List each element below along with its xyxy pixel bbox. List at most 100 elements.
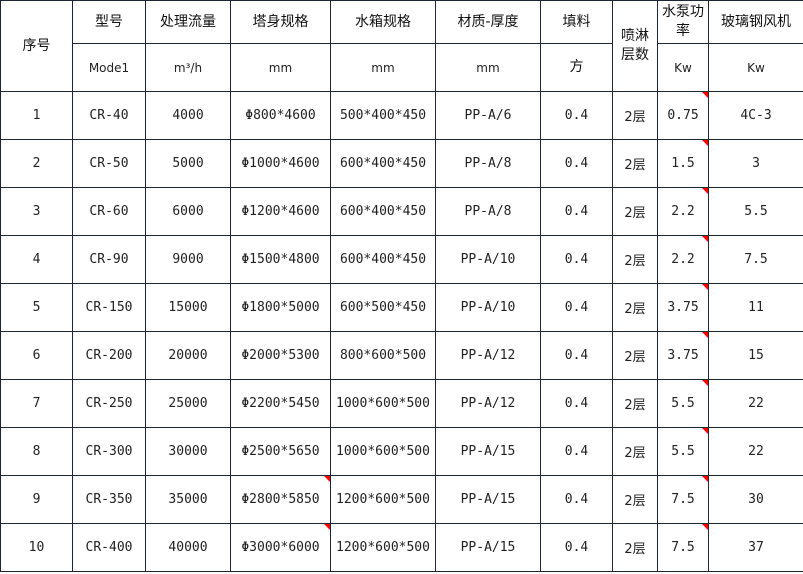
cell-no: 5 xyxy=(0,283,73,332)
cell-filler: 0.4 xyxy=(540,475,613,524)
cell-tank: 600*500*450 xyxy=(330,283,436,332)
cell-tank: 800*600*500 xyxy=(330,331,436,380)
cell-tower: Φ1500*4800 xyxy=(230,235,331,284)
cell-flow: 25000 xyxy=(145,379,231,428)
cell-no: 10 xyxy=(0,523,73,572)
cell-fan: 15 xyxy=(708,331,803,380)
cell-pump: 5.5 xyxy=(657,379,709,428)
cell-pump: 1.5 xyxy=(657,139,709,188)
cell-tower: Φ2500*5650 xyxy=(230,427,331,476)
cell-spray: 2层 xyxy=(612,523,658,572)
cell-material: PP-A/12 xyxy=(435,331,541,380)
table-row: 8 CR-300 30000 Φ2500*5650 1000*600*500 PP-A/1… xyxy=(0,427,803,476)
cell-flow: 15000 xyxy=(145,283,231,332)
header-tower: 塔身规格 xyxy=(230,0,331,44)
cell-model: CR-300 xyxy=(72,427,146,476)
cell-material: PP-A/15 xyxy=(435,427,541,476)
cell-fan: 7.5 xyxy=(708,235,803,284)
unit-row: Mode1 m³/h mm mm mm 方 Kw Kw xyxy=(1,43,803,92)
cell-pump: 7.5 xyxy=(657,523,709,572)
cell-tank: 1000*600*500 xyxy=(330,427,436,476)
cell-flow: 35000 xyxy=(145,475,231,524)
cell-tank: 600*400*450 xyxy=(330,235,436,284)
unit-filler: 方 xyxy=(540,43,613,92)
table-row: 6 CR-200 20000 Φ2000*5300 800*600*500 PP-A/12… xyxy=(0,331,803,380)
header-row: 序号 型号 处理流量 塔身规格 水箱规格 材质-厚度 填料 喷淋层数 水泵功率 … xyxy=(0,0,803,92)
cell-material: PP-A/15 xyxy=(435,475,541,524)
cell-tank: 1200*600*500 xyxy=(330,475,436,524)
unit-model: Mode1 xyxy=(72,43,146,92)
cell-flow: 9000 xyxy=(145,235,231,284)
cell-tank: 1000*600*500 xyxy=(330,379,436,428)
cell-no: 4 xyxy=(0,235,73,284)
unit-tank: mm xyxy=(330,43,436,92)
header-fan: 玻璃钢风机 xyxy=(708,0,803,44)
cell-flow: 5000 xyxy=(145,139,231,188)
cell-spray: 2层 xyxy=(612,427,658,476)
cell-pump: 2.2 xyxy=(657,235,709,284)
cell-flow: 4000 xyxy=(145,91,231,140)
cell-spray: 2层 xyxy=(612,187,658,236)
cell-filler: 0.4 xyxy=(540,283,613,332)
unit-material: mm xyxy=(435,43,541,92)
unit-tower: mm xyxy=(230,43,331,92)
cell-filler: 0.4 xyxy=(540,379,613,428)
cell-spray: 2层 xyxy=(612,91,658,140)
cell-material: PP-A/10 xyxy=(435,235,541,284)
table-row: 3 CR-60 6000 Φ1200*4600 600*400*450 PP-A/8 0.4… xyxy=(0,187,803,236)
cell-model: CR-250 xyxy=(72,379,146,428)
cell-fan: 22 xyxy=(708,379,803,428)
cell-pump: 3.75 xyxy=(657,283,709,332)
cell-flow: 30000 xyxy=(145,427,231,476)
cell-material: PP-A/8 xyxy=(435,187,541,236)
cell-spray: 2层 xyxy=(612,475,658,524)
cell-pump: 3.75 xyxy=(657,331,709,380)
unit-pump: Kw xyxy=(657,43,709,92)
header-model: 型号 xyxy=(72,0,146,44)
cell-fan: 3 xyxy=(708,139,803,188)
cell-model: CR-50 xyxy=(72,139,146,188)
cell-filler: 0.4 xyxy=(540,331,613,380)
cell-fan: 11 xyxy=(708,283,803,332)
cell-tank: 1200*600*500 xyxy=(330,523,436,572)
cell-fan: 30 xyxy=(708,475,803,524)
cell-pump: 5.5 xyxy=(657,427,709,476)
cell-spray: 2层 xyxy=(612,379,658,428)
cell-material: PP-A/6 xyxy=(435,91,541,140)
cell-tower: Φ800*4600 xyxy=(230,91,331,140)
cell-model: CR-200 xyxy=(72,331,146,380)
cell-tower: Φ3000*6000 xyxy=(230,523,331,572)
cell-no: 7 xyxy=(0,379,73,428)
cell-pump: 2.2 xyxy=(657,187,709,236)
cell-fan: 37 xyxy=(708,523,803,572)
cell-spray: 2层 xyxy=(612,139,658,188)
cell-filler: 0.4 xyxy=(540,523,613,572)
cell-spray: 2层 xyxy=(612,283,658,332)
cell-model: CR-40 xyxy=(72,91,146,140)
cell-filler: 0.4 xyxy=(540,187,613,236)
cell-no: 1 xyxy=(0,91,73,140)
cell-material: PP-A/10 xyxy=(435,283,541,332)
cell-model: CR-90 xyxy=(72,235,146,284)
cell-tank: 600*400*450 xyxy=(330,187,436,236)
unit-flow: m³/h xyxy=(145,43,231,92)
cell-tower: Φ1000*4600 xyxy=(230,139,331,188)
cell-flow: 40000 xyxy=(145,523,231,572)
cell-spray: 2层 xyxy=(612,331,658,380)
cell-tank: 500*400*450 xyxy=(330,91,436,140)
table-row: 5 CR-150 15000 Φ1800*5000 600*500*450 PP-A/10… xyxy=(0,283,803,332)
cell-model: CR-400 xyxy=(72,523,146,572)
cell-tower: Φ2800*5850 xyxy=(230,475,331,524)
cell-filler: 0.4 xyxy=(540,235,613,284)
cell-fan: 4C-3 xyxy=(708,91,803,140)
cell-material: PP-A/8 xyxy=(435,139,541,188)
header-no: 序号 xyxy=(0,0,73,92)
cell-model: CR-60 xyxy=(72,187,146,236)
cell-flow: 6000 xyxy=(145,187,231,236)
cell-model: CR-150 xyxy=(72,283,146,332)
header-tank: 水箱规格 xyxy=(330,0,436,44)
cell-no: 9 xyxy=(0,475,73,524)
table-row: 1 CR-40 4000 Φ800*4600 500*400*450 PP-A/6 0.4 2… xyxy=(0,91,803,140)
cell-flow: 20000 xyxy=(145,331,231,380)
